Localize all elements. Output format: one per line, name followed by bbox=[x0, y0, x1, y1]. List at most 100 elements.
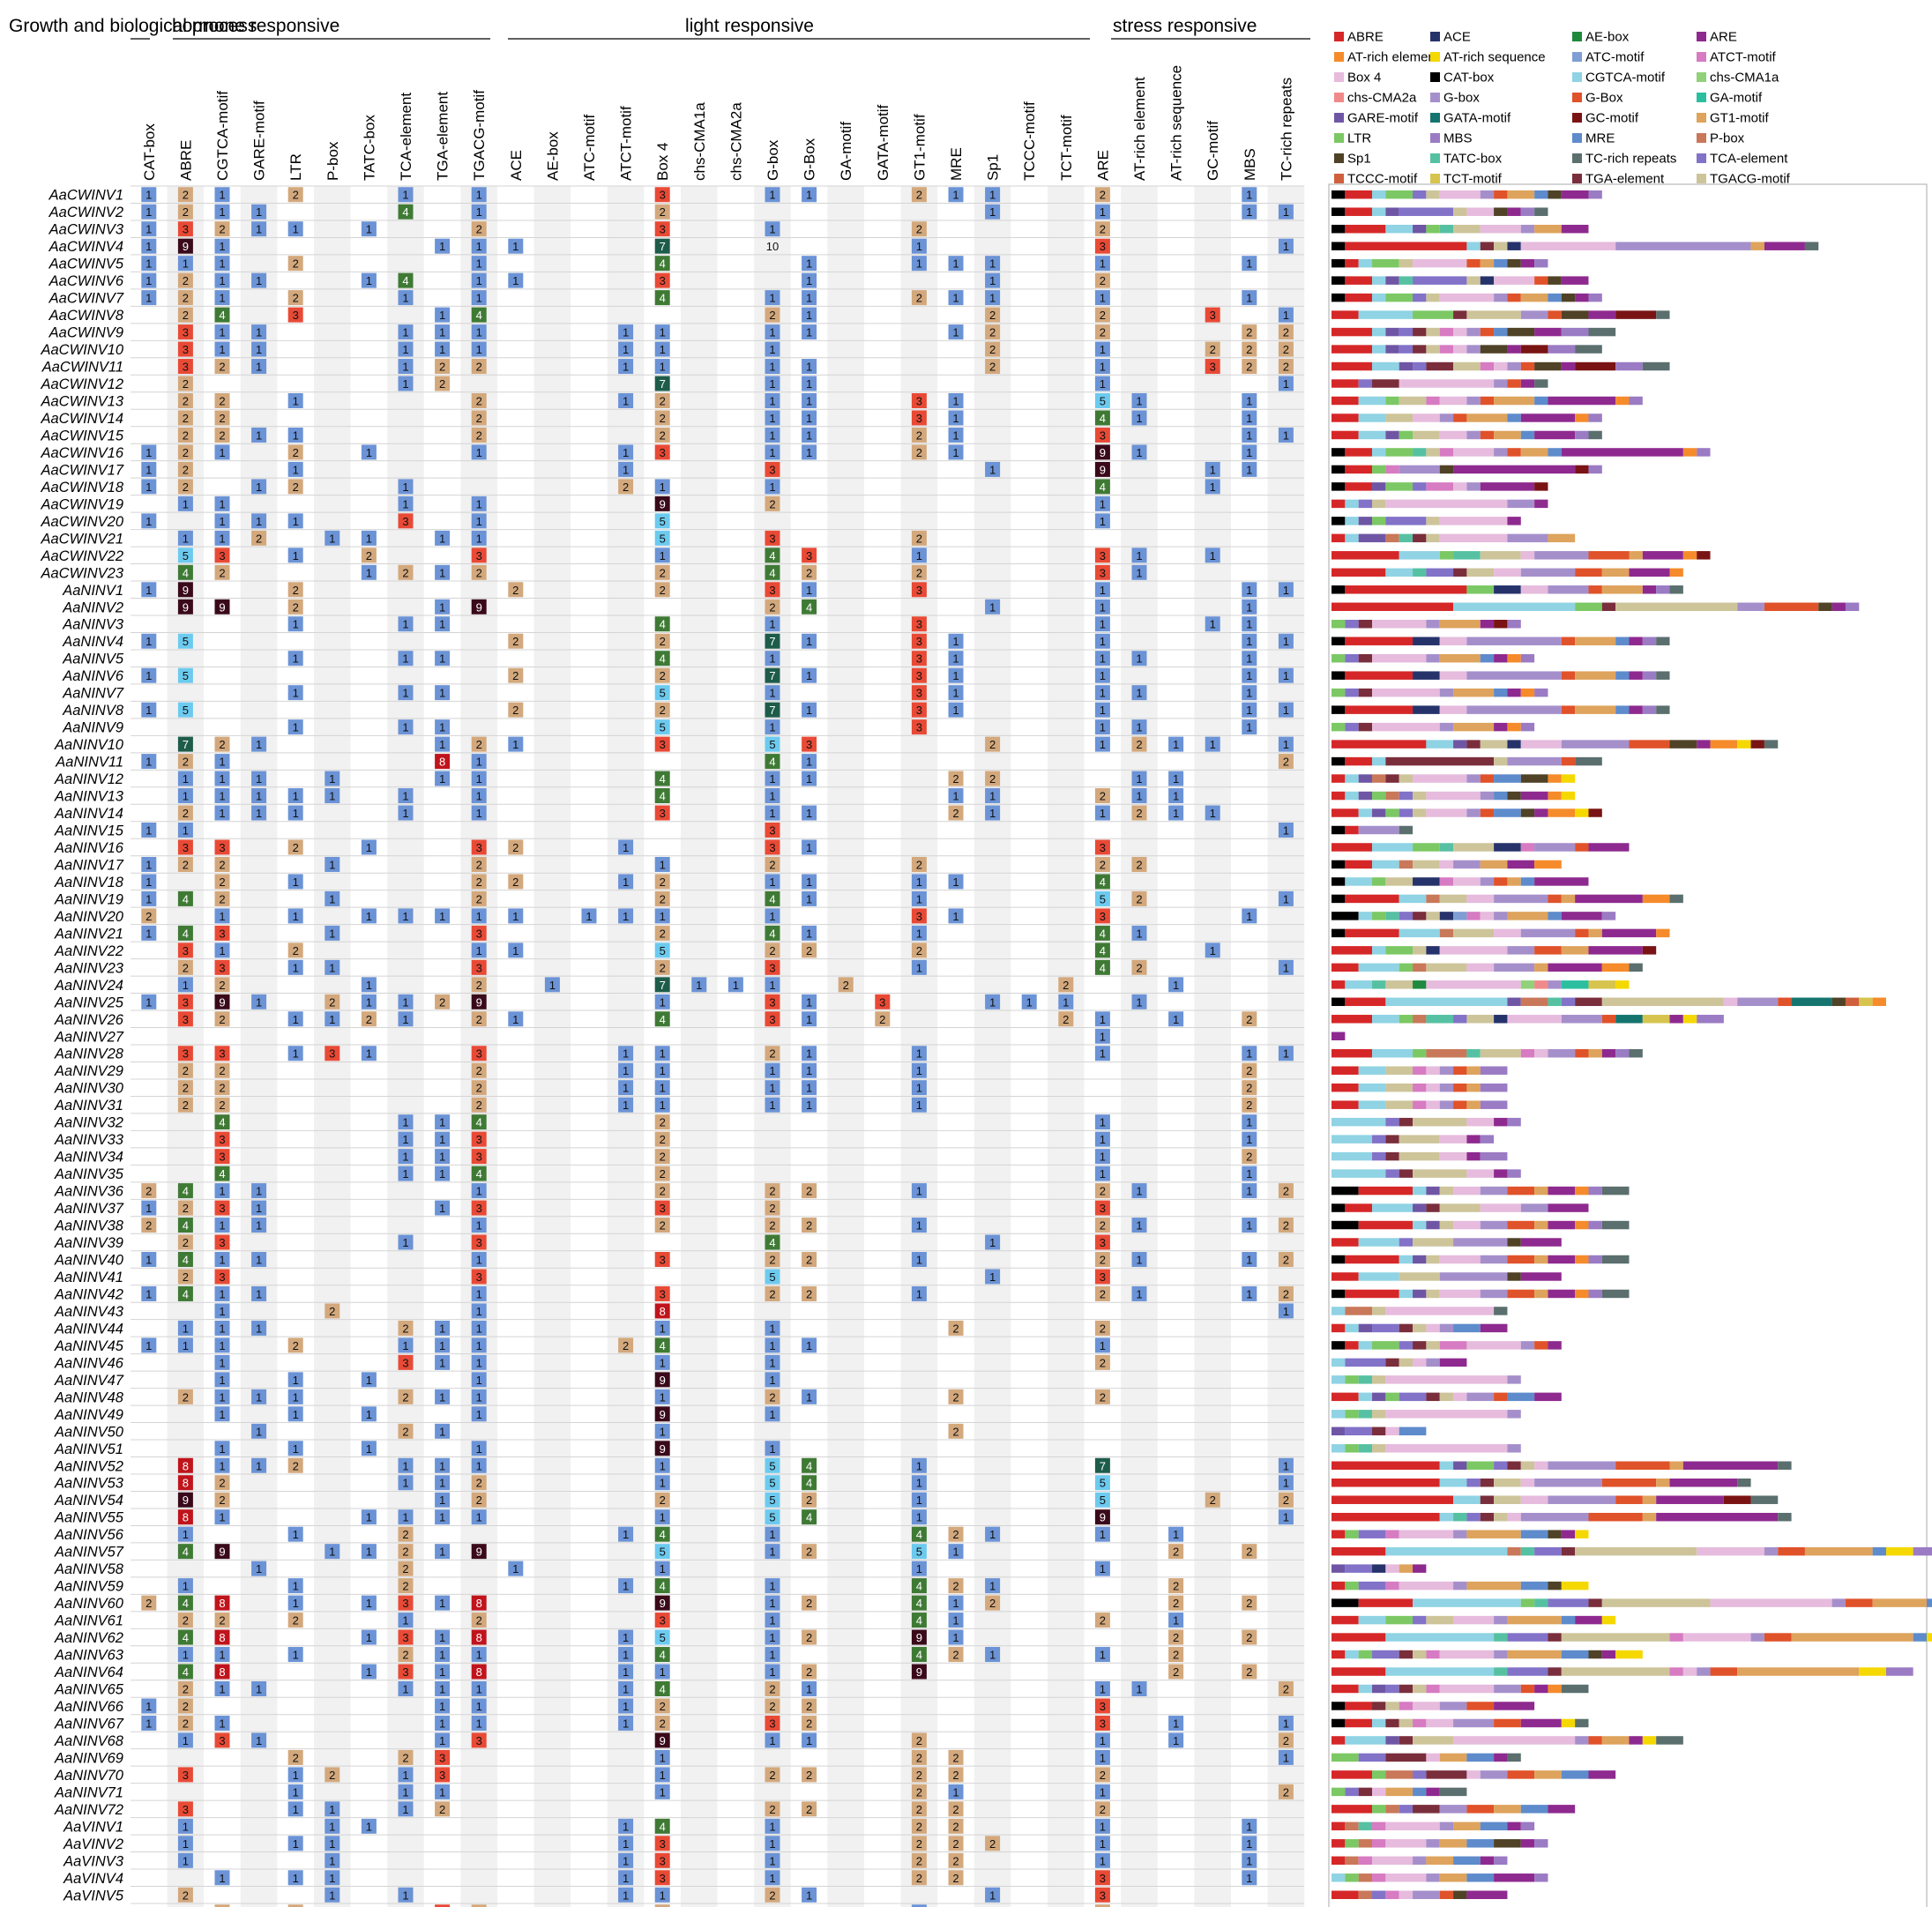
bar-segment-are bbox=[1534, 430, 1576, 440]
bar-segment-tca-element bbox=[1494, 1461, 1508, 1470]
heatmap-cell bbox=[765, 599, 780, 615]
bar-segment-g-box bbox=[1520, 1341, 1535, 1350]
bar-segment-box-4 bbox=[1466, 1770, 1481, 1779]
bar-segment-are bbox=[1480, 1323, 1508, 1333]
bar-segment-cat-box bbox=[1332, 756, 1346, 766]
legend-swatch-tgacg-motif bbox=[1697, 174, 1706, 183]
bar-segment-tc-rich-repeats bbox=[1656, 310, 1670, 319]
heatmap-cell-value: 1 bbox=[769, 1631, 775, 1644]
heatmap-cell-value: 1 bbox=[769, 223, 775, 236]
heatmap-cell bbox=[177, 307, 193, 323]
bar-segment-gare-motif bbox=[1372, 1684, 1386, 1694]
heatmap-cell-value: 2 bbox=[219, 395, 225, 408]
heatmap-cell-value: 1 bbox=[293, 687, 299, 700]
bar-segment-mre bbox=[1453, 1323, 1481, 1333]
heatmap-cell bbox=[287, 582, 303, 598]
bar-segment-ltr bbox=[1439, 551, 1454, 560]
bar-segment-abre bbox=[1332, 774, 1346, 783]
heatmap-cell-value: 1 bbox=[916, 927, 922, 940]
heatmap-cell-value: 9 bbox=[476, 600, 482, 614]
bar-segment-abre bbox=[1332, 1650, 1346, 1659]
bar-segment-p-box bbox=[1345, 1821, 1359, 1831]
heatmap-cell bbox=[251, 221, 267, 237]
gene-label-aaninv39: AaNINV39 bbox=[54, 1235, 123, 1251]
column-label-atc-motif: ATC-motif bbox=[581, 114, 598, 181]
heatmap-cell-value: 1 bbox=[623, 395, 629, 408]
heatmap-cell-value: 4 bbox=[660, 772, 666, 786]
bar-segment-tca-element bbox=[1385, 1117, 1399, 1127]
heatmap-cell bbox=[765, 444, 780, 460]
heatmap-cell-value: 2 bbox=[660, 1151, 666, 1164]
bar-segment-tca-element bbox=[1399, 1805, 1414, 1814]
bar-segment-tca-element bbox=[1372, 1151, 1386, 1161]
heatmap-cell-value: 2 bbox=[219, 1614, 225, 1628]
bar-segment-box-4 bbox=[1385, 1410, 1508, 1419]
heatmap-cell-value: 1 bbox=[916, 1185, 922, 1198]
heatmap-cell bbox=[1131, 651, 1147, 667]
gene-label-aacwinv19: AaCWINV19 bbox=[40, 496, 123, 512]
heatmap-cell-value: 1 bbox=[329, 961, 335, 974]
heatmap-cell-value: 1 bbox=[1246, 189, 1252, 202]
gene-label-aaninv9: AaNINV9 bbox=[62, 720, 123, 736]
legend-label-gata-motif: GATA-motif bbox=[1443, 111, 1511, 126]
heatmap-cell bbox=[802, 187, 817, 203]
heatmap-cell bbox=[1278, 427, 1294, 443]
heatmap-cell-value: 1 bbox=[219, 1408, 225, 1421]
gene-label-aacwinv3: AaCWINV3 bbox=[48, 222, 124, 238]
heatmap-cell-value: 1 bbox=[806, 395, 812, 408]
bar-segment-are bbox=[1588, 1770, 1616, 1779]
heatmap-cell-value: 1 bbox=[476, 189, 482, 202]
column-label-sp1: Sp1 bbox=[985, 154, 1002, 181]
heatmap-cell bbox=[398, 324, 414, 340]
heatmap-cell bbox=[1242, 324, 1257, 340]
bar-segment-ltr bbox=[1345, 1444, 1359, 1453]
bar-segment-cat-box bbox=[1332, 190, 1346, 199]
heatmap-cell-value: 1 bbox=[623, 1047, 629, 1061]
heatmap-cell-value: 1 bbox=[989, 600, 996, 614]
heatmap-cell-value: 3 bbox=[769, 463, 775, 476]
legend-swatch-gare-motif bbox=[1334, 113, 1344, 123]
bar-segment-gt1-motif bbox=[1588, 928, 1602, 938]
heatmap-cell-value: 3 bbox=[660, 1202, 666, 1215]
bar-segment-box-4 bbox=[1439, 860, 1454, 869]
gene-label-aaninv44: AaNINV44 bbox=[54, 1321, 123, 1337]
heatmap-cell bbox=[654, 272, 670, 288]
heatmap-cell bbox=[471, 393, 487, 408]
legend-swatch-chs-cma2a bbox=[1334, 93, 1344, 102]
heatmap-cell bbox=[177, 376, 193, 391]
heatmap-cell-value: 2 bbox=[219, 1082, 225, 1095]
bar-segment-mre bbox=[1480, 653, 1495, 663]
heatmap-cell bbox=[177, 479, 193, 495]
gene-labels: AaCWINV1AaCWINV2AaCWINV3AaCWINV4AaCWINV5… bbox=[40, 188, 123, 1907]
heatmap-cell bbox=[471, 548, 487, 563]
heatmap-cell bbox=[287, 256, 303, 272]
heatmap-cell bbox=[214, 771, 230, 786]
heatmap-cell bbox=[1278, 633, 1294, 649]
heatmap-cell-value: 1 bbox=[989, 1580, 996, 1593]
heatmap-cell bbox=[287, 651, 303, 667]
gene-label-aacwinv14: AaCWINV14 bbox=[40, 411, 123, 427]
heatmap-cell bbox=[141, 290, 157, 306]
group-header-hormone-responsive: hormone responsive bbox=[172, 16, 339, 36]
bar-segment-tca-element bbox=[1399, 912, 1414, 920]
heatmap-cell-value: 3 bbox=[1100, 566, 1106, 579]
heatmap-cell-value: 3 bbox=[183, 361, 189, 374]
bar-segment-gare-motif bbox=[1385, 276, 1399, 285]
heatmap-cell bbox=[948, 788, 964, 804]
heatmap-cell-value: 1 bbox=[329, 772, 335, 786]
bar-segment-g-box bbox=[1494, 379, 1508, 388]
heatmap-cell bbox=[177, 359, 193, 375]
heatmap-cell-value: 1 bbox=[1210, 480, 1216, 494]
bar-segment-mbs bbox=[1507, 1169, 1521, 1178]
bar-segment-g-box bbox=[1845, 1598, 1873, 1607]
heatmap-cell-value: 2 bbox=[806, 1803, 812, 1816]
bar-segment-cat-box bbox=[1332, 207, 1346, 216]
legend-swatch-ae-box bbox=[1572, 32, 1582, 41]
heatmap-cell bbox=[141, 444, 157, 460]
heatmap-cell-value: 2 bbox=[293, 446, 299, 459]
gene-label-aaninv20: AaNINV20 bbox=[54, 909, 124, 925]
bar-segment-tgacg-motif bbox=[1561, 1633, 1670, 1642]
heatmap-cell-value: 1 bbox=[1136, 721, 1142, 734]
bar-segment-mre bbox=[1494, 258, 1508, 268]
heatmap-cell-value: 1 bbox=[402, 292, 408, 305]
